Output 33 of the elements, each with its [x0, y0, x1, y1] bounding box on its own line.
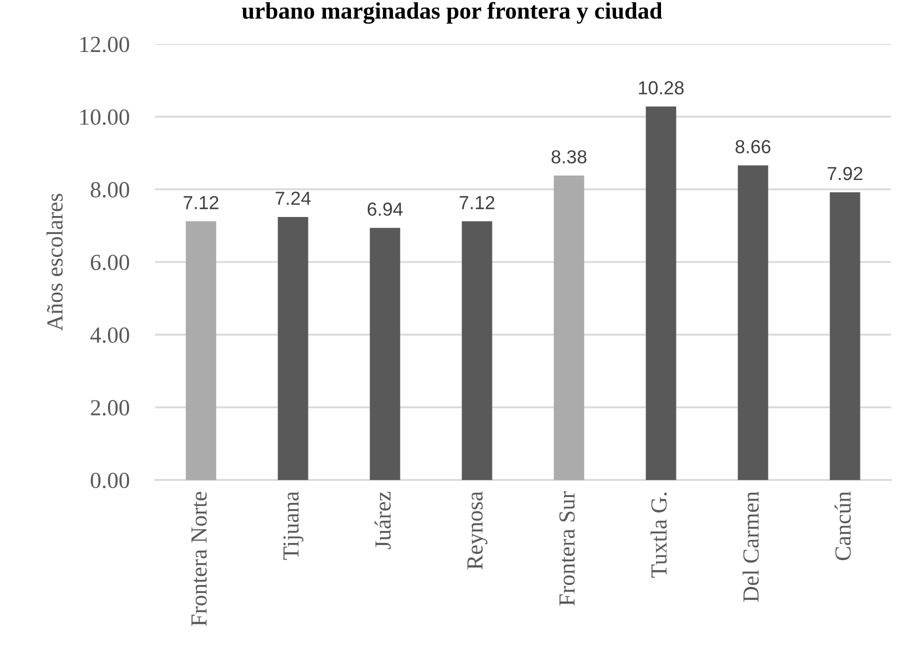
chart-title: urbano marginadas por frontera y ciudad [242, 2, 662, 24]
x-tick-label: Juárez [374, 492, 391, 550]
data-label: 7.92 [828, 166, 862, 180]
y-tick-label: 2.00 [90, 400, 130, 416]
data-label: 8.38 [552, 150, 586, 164]
x-tick-label: Cancún [834, 491, 851, 560]
y-tick-label: 8.00 [90, 182, 130, 198]
bar [462, 221, 492, 480]
data-label: 10.28 [638, 81, 684, 94]
x-tick-label: Del Carmen [742, 491, 759, 602]
y-tick-label: 6.00 [90, 254, 130, 270]
y-tick-label: 12.00 [80, 36, 130, 52]
x-tick-label: Reynosa [467, 491, 488, 570]
x-tick-label: Tuxtla G. [650, 492, 667, 578]
bar [554, 176, 584, 480]
bar [646, 106, 676, 480]
x-tick-label: Frontera Norte [192, 492, 207, 626]
bar [738, 165, 768, 480]
data-label: 7.12 [460, 196, 494, 210]
data-label: 6.94 [368, 202, 403, 216]
bar [830, 192, 860, 480]
y-tick-label: 10.00 [80, 109, 130, 125]
y-tick-label: 4.00 [90, 327, 130, 343]
data-label: 7.12 [184, 196, 218, 210]
bar [186, 221, 216, 480]
data-label: 8.66 [736, 140, 770, 154]
y-tick-label: 0.00 [90, 472, 130, 488]
y-axis-title: Años escolares [46, 194, 63, 331]
x-tick-label: Frontera Sur [559, 491, 575, 606]
bar [278, 216, 308, 480]
bar [370, 228, 400, 480]
data-label: 7.24 [276, 192, 311, 205]
x-tick-label: Tijuana [283, 491, 304, 560]
